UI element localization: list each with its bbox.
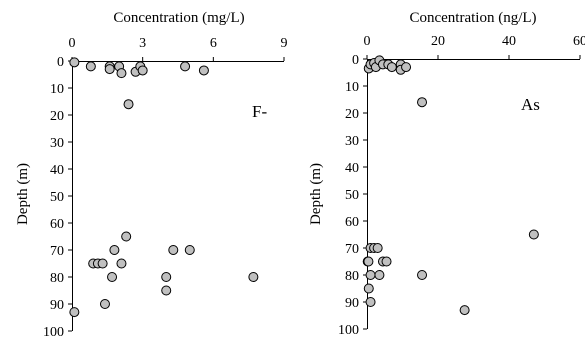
data-point xyxy=(381,256,392,267)
y-tick-label: 10 xyxy=(345,80,359,95)
y-tick-label: 100 xyxy=(43,325,64,340)
data-point xyxy=(180,61,191,72)
y-tick-label: 0 xyxy=(352,53,359,68)
data-point xyxy=(104,64,115,75)
y-tick-label: 0 xyxy=(57,55,64,70)
data-point xyxy=(161,272,172,282)
data-point xyxy=(116,258,127,269)
x-tick-label: 6 xyxy=(210,36,217,51)
y-tick-label: 30 xyxy=(50,136,64,151)
data-point xyxy=(198,65,209,76)
x-axis-title: Concentration (ng/L) xyxy=(409,10,536,26)
data-point xyxy=(363,256,374,267)
data-point xyxy=(365,297,376,307)
y-tick-label: 30 xyxy=(345,134,359,149)
data-point xyxy=(168,245,179,255)
data-point xyxy=(116,68,127,79)
y-tick-label: 90 xyxy=(345,296,359,311)
y-tick-label: 70 xyxy=(50,244,64,259)
y-tick-label: 40 xyxy=(345,161,359,176)
chart-fluoride: Concentration (mg/L) Depth (m) F- 0 3 6 9 0… xyxy=(15,10,288,340)
data-point xyxy=(417,270,428,280)
y-tick-label: 100 xyxy=(338,323,359,338)
y-tick-label: 70 xyxy=(345,242,359,257)
data-point xyxy=(161,285,172,296)
y-axis-title: Depth (m) xyxy=(15,163,31,225)
data-point xyxy=(123,99,134,110)
data-point xyxy=(137,65,148,76)
y-tick-label: 60 xyxy=(345,215,359,230)
data-point xyxy=(69,57,80,68)
data-point xyxy=(363,283,374,294)
data-point xyxy=(372,243,383,253)
x-tick-label: 20 xyxy=(431,34,445,49)
data-point xyxy=(85,61,96,72)
data-point xyxy=(365,270,376,280)
y-tick-label: 80 xyxy=(50,271,64,286)
x-tick-label: 0 xyxy=(364,34,371,49)
x-tick-label: 60 xyxy=(573,34,585,49)
y-axis-title: Depth (m) xyxy=(308,163,324,225)
x-tick-label: 3 xyxy=(139,36,146,51)
x-tick-label: 0 xyxy=(69,36,76,51)
data-point xyxy=(374,270,385,280)
data-point xyxy=(69,307,80,318)
x-tick-label: 9 xyxy=(281,36,288,51)
species-label: As xyxy=(521,95,540,114)
y-tick-label: 40 xyxy=(50,163,64,178)
y-tick-label: 80 xyxy=(345,269,359,284)
data-point xyxy=(248,272,259,282)
data-point xyxy=(528,229,539,240)
data-point xyxy=(184,245,195,255)
y-tick-label: 60 xyxy=(50,217,64,232)
y-tick-label: 50 xyxy=(345,188,359,203)
x-tick-label: 40 xyxy=(502,34,516,49)
y-tick-label: 10 xyxy=(50,82,64,97)
y-tick-label: 20 xyxy=(50,109,64,124)
data-point xyxy=(107,272,118,282)
x-axis-title: Concentration (mg/L) xyxy=(113,10,244,26)
data-point xyxy=(109,245,120,255)
data-point xyxy=(121,231,132,242)
data-point xyxy=(401,62,412,73)
data-point xyxy=(417,97,428,108)
y-tick-label: 50 xyxy=(50,190,64,205)
species-label: F- xyxy=(252,102,267,121)
y-tick-label: 90 xyxy=(50,298,64,313)
data-point xyxy=(459,305,470,316)
y-tick-label: 20 xyxy=(345,107,359,122)
data-point xyxy=(99,299,110,309)
data-point xyxy=(386,62,397,73)
data-point xyxy=(97,258,108,269)
chart-arsenic: Concentration (ng/L) Depth (m) As 0 20 40 6… xyxy=(308,10,585,338)
